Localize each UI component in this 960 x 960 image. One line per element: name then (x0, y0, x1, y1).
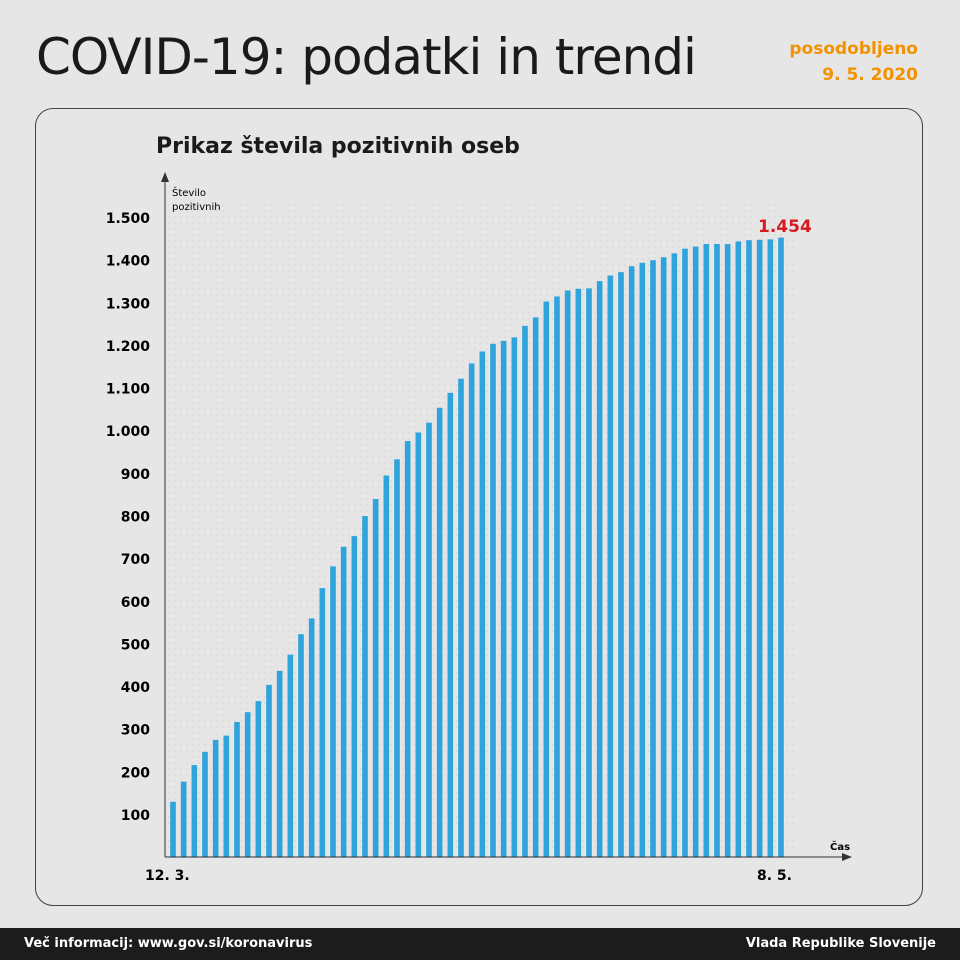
bar (554, 296, 560, 858)
bar (212, 739, 219, 858)
bar (372, 498, 379, 858)
y-tick-label: 900 (121, 467, 150, 483)
y-tick-label: 300 (121, 723, 150, 739)
bar (564, 290, 571, 858)
bar (511, 337, 518, 858)
bar (234, 722, 240, 858)
y-tick-label: 1.200 (106, 339, 151, 355)
bar (490, 343, 496, 858)
bar (170, 801, 176, 858)
bar (479, 351, 486, 858)
x-axis-label: Čas (830, 840, 850, 853)
bar (266, 684, 272, 858)
y-tick-label: 1.300 (106, 296, 151, 312)
bar (778, 237, 784, 858)
bar (244, 712, 251, 858)
bar (522, 325, 528, 858)
y-tick-label: 1.100 (106, 382, 151, 398)
bar (543, 301, 550, 858)
bar (383, 475, 390, 858)
y-axis-label-2: pozitivnih (172, 202, 221, 213)
bar (319, 588, 326, 858)
bar (575, 288, 582, 858)
y-tick-label: 700 (121, 552, 150, 568)
bar (628, 266, 635, 858)
bar (724, 244, 731, 858)
bar (682, 248, 688, 858)
bar (426, 422, 432, 858)
bar (468, 363, 475, 858)
bar (746, 240, 752, 858)
bar (394, 459, 400, 858)
y-tick-label: 400 (121, 680, 150, 696)
bar (415, 432, 422, 858)
y-tick-label: 200 (121, 765, 150, 781)
bar (756, 239, 763, 858)
footer: Več informacij: www.gov.si/koronavirus V… (0, 928, 960, 960)
y-tick-label: 600 (121, 595, 150, 611)
update-info: posodobljeno 9. 5. 2020 (789, 36, 918, 88)
chart-card (35, 108, 923, 906)
bar (607, 275, 614, 858)
footer-org: Vlada Republike Slovenije (745, 936, 936, 951)
bar (191, 765, 198, 858)
bar (703, 244, 710, 858)
bar (532, 317, 539, 858)
bar (202, 751, 208, 858)
bar (660, 257, 667, 858)
bar (180, 781, 187, 858)
bar (500, 340, 507, 858)
bar (618, 272, 624, 858)
bar (671, 253, 678, 858)
footer-info-link[interactable]: Več informacij: www.gov.si/koronavirus (24, 936, 313, 951)
bar (639, 262, 646, 858)
bar (596, 281, 603, 858)
bar (714, 244, 720, 858)
bar (362, 516, 368, 858)
bar (436, 407, 443, 858)
updated-date: 9. 5. 2020 (822, 65, 918, 85)
bar (276, 670, 283, 858)
bar (447, 392, 454, 858)
y-tick-label: 1.000 (106, 424, 151, 440)
x-axis-arrow-icon (842, 853, 852, 861)
page-title: COVID-19: podatki in trendi (36, 28, 697, 86)
y-axis-arrow-icon (161, 172, 169, 182)
updated-label: posodobljeno (789, 39, 918, 59)
bar (330, 566, 336, 858)
bar (298, 634, 304, 858)
y-tick-label: 1.500 (106, 211, 151, 227)
bar (692, 246, 699, 858)
bar (255, 701, 262, 858)
bar (351, 536, 358, 858)
bar (767, 239, 774, 858)
y-tick-label: 1.400 (106, 254, 151, 270)
bar (287, 654, 294, 858)
x-first-label: 12. 3. (145, 868, 190, 884)
bar (735, 241, 742, 858)
x-last-label: 8. 5. (757, 868, 792, 884)
bar (308, 618, 315, 858)
chart-title: Prikaz števila pozitivnih oseb (156, 134, 520, 159)
y-tick-label: 100 (121, 808, 150, 824)
last-value-label: 1.454 (758, 217, 812, 237)
y-tick-label: 800 (121, 509, 150, 525)
bar (650, 260, 656, 858)
bar (404, 441, 411, 858)
y-axis-label-1: Število (172, 186, 206, 199)
bar (340, 546, 347, 858)
bar (586, 288, 592, 858)
bar (458, 378, 464, 858)
y-tick-label: 500 (121, 637, 150, 653)
bar (223, 735, 230, 858)
